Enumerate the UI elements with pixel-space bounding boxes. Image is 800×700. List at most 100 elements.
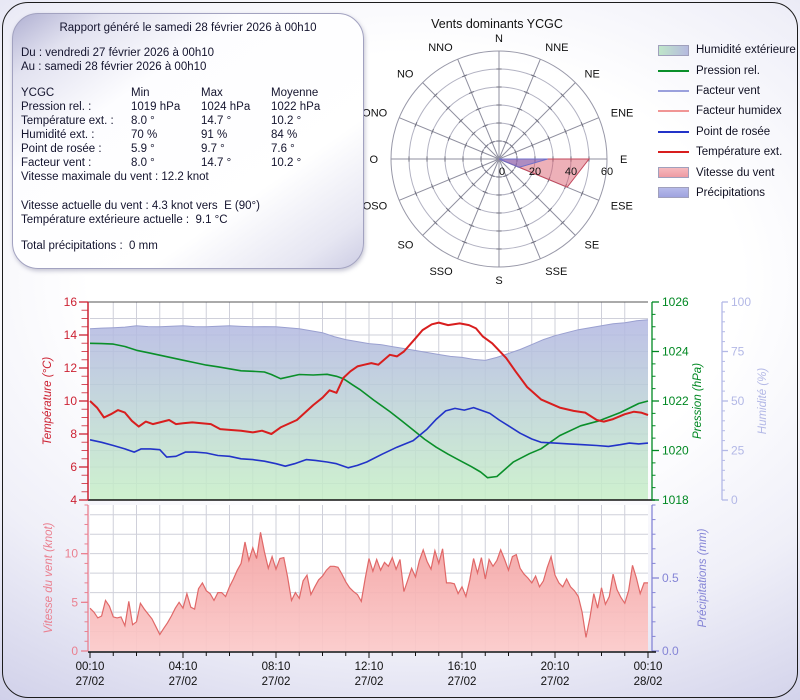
legend-label: Facteur humidex [696, 105, 782, 118]
station-name: YCGC [21, 87, 55, 99]
stats-cell: 8.0 ° [131, 157, 155, 169]
col-header-min: Min [131, 87, 150, 99]
humidity-tick-label: 0 [731, 493, 738, 507]
wind-axis-title: Vitesse du vent (knot) [43, 522, 55, 633]
humidity-axis-title: Humidité (%) [757, 368, 769, 435]
stats-cell: 7.6 ° [271, 143, 295, 155]
time-axis: 00:10 27/02 04:10 27/02 08:10 27/02 12:10 27/02… [76, 651, 662, 688]
stats-row-4: Point de rosée : 5.9 ° 9.7 ° 7.6 ° [13, 143, 363, 157]
rose-spoke-tick [534, 194, 540, 200]
wind-tick-label: 0 [71, 644, 78, 658]
rose-spoke-tick [414, 190, 418, 197]
total-precip-line: Total précipitations : 0 mm [21, 240, 158, 252]
legend-swatch-icon [658, 151, 689, 154]
humidity-tick-label: 100 [731, 295, 751, 309]
stats-row-1: Pression rel. : 1019 hPa 1024 hPa 1022 hPa [13, 101, 363, 115]
rose-spoke-tick [480, 149, 484, 155]
rose-spoke-tick [534, 118, 540, 124]
rose-spoke-tick [580, 121, 584, 128]
rose-spoke-tick [414, 121, 418, 128]
date-tick-label: 27/02 [541, 676, 570, 688]
temperature-tick-label: 14 [64, 328, 78, 342]
temperature-tick-label: 4 [70, 493, 77, 507]
stats-cell: 14.7 ° [201, 157, 232, 169]
legend-label: Facteur vent [696, 84, 760, 97]
legend-swatch-icon [658, 167, 689, 179]
pressure-tick-label: 1024 [662, 345, 689, 359]
time-tick-label: 12:10 [355, 661, 384, 673]
rose-spoke-tick [523, 224, 530, 227]
rose-spoke-tick [433, 93, 438, 98]
time-tick-label: 00:10 [76, 661, 105, 673]
stats-row-2: Température ext. : 8.0 ° 14.7 ° 10.2 ° [13, 115, 363, 129]
stats-cell: 14.7 ° [201, 115, 232, 127]
rose-direction-label: O [369, 154, 378, 166]
legend-item-1: Humidité extérieure [658, 40, 796, 60]
stats-cell: Température ext. : [21, 115, 114, 127]
rose-spoke-tick [475, 207, 481, 211]
stats-cell: Pression rel. : [21, 101, 92, 113]
legend-item-3: Facteur vent [658, 81, 796, 101]
legend-label: Précipitations [696, 186, 766, 199]
precip-axis: 0.0 0.5 Précipitations (mm) [651, 504, 709, 658]
wind-rose-title: Vents dominants YCGC [431, 17, 563, 31]
pressure-line [89, 342, 649, 479]
date-tick-label: 27/02 [76, 676, 105, 688]
rose-spoke-tick [517, 207, 523, 211]
rose-spoke-tick [482, 124, 488, 128]
rose-spoke-tick [509, 144, 514, 149]
rose-spoke-tick [523, 91, 530, 94]
rose-spoke-tick [433, 220, 438, 225]
rose-spoke-tick [560, 220, 565, 225]
wind-tick-label: 5 [71, 595, 78, 609]
rose-spoke-tick [564, 128, 567, 135]
rose-spoke-tick [458, 118, 464, 124]
legend-swatch-icon [658, 89, 689, 92]
rose-spoke-tick [447, 135, 451, 141]
date-tick-label: 27/02 [262, 676, 291, 688]
pressure-tick-label: 1020 [662, 444, 689, 458]
rose-spoke-tick [547, 207, 553, 213]
date-tick-label: 27/02 [169, 676, 198, 688]
stats-cell: Point de rosée : [21, 143, 102, 155]
pressure-tick-label: 1022 [662, 394, 689, 408]
stats-row-3: Humidité ext. : 70 % 91 % 84 % [13, 129, 363, 143]
temperature-tick-label: 16 [64, 295, 78, 309]
date-tick-label: 27/02 [355, 676, 384, 688]
rose-spoke-tick [445, 105, 451, 111]
legend-item-7: Vitesse du vent [658, 162, 796, 182]
rose-radial-label: 40 [565, 166, 577, 178]
pressure-tick-label: 1018 [662, 493, 689, 507]
precip-tick-label: 0.0 [662, 644, 679, 658]
rose-direction-label: NO [397, 68, 414, 80]
rose-spoke-tick [489, 174, 495, 178]
temperature-axis: 4 6 8 10 12 14 16 Température (°C) [42, 295, 89, 507]
rose-spoke-tick [461, 74, 468, 78]
rose-spoke-tick [484, 169, 489, 174]
rose-direction-label: N [495, 33, 503, 45]
rose-spoke-tick [458, 194, 464, 200]
rose-direction-label: SSO [429, 266, 453, 278]
rose-spoke-tick [503, 140, 509, 144]
max-wind-line: Vitesse maximale du vent : 12.2 knot [21, 171, 209, 183]
temperature-axis-title: Température (°C) [42, 357, 54, 446]
rose-spoke-tick [468, 224, 475, 227]
legend-item-4: Facteur humidex [658, 101, 796, 121]
date-tick-label: 27/02 [448, 676, 477, 688]
rose-spoke-tick [510, 190, 516, 194]
rose-spoke-tick [475, 107, 481, 111]
humidity-tick-label: 25 [731, 444, 745, 458]
rose-spoke-tick [514, 149, 518, 155]
stats-cell: 9.7 ° [201, 143, 225, 155]
stats-row-5: Facteur vent : 8.0 ° 14.7 ° 10.2 ° [13, 157, 363, 171]
period-to: Au : samedi 28 février 2026 à 00h10 [21, 61, 207, 73]
col-header-avg: Moyenne [271, 87, 319, 99]
humidity-axis: 0 25 50 75 100 Humidité (%) [721, 295, 769, 507]
rose-spoke-tick [468, 91, 475, 94]
rose-spoke-tick [503, 174, 509, 178]
pressure-tick-label: 1026 [662, 295, 689, 309]
stats-cell: 91 % [201, 129, 228, 141]
rose-direction-label: E [620, 154, 627, 166]
rose-direction-label: ESE [611, 200, 633, 212]
